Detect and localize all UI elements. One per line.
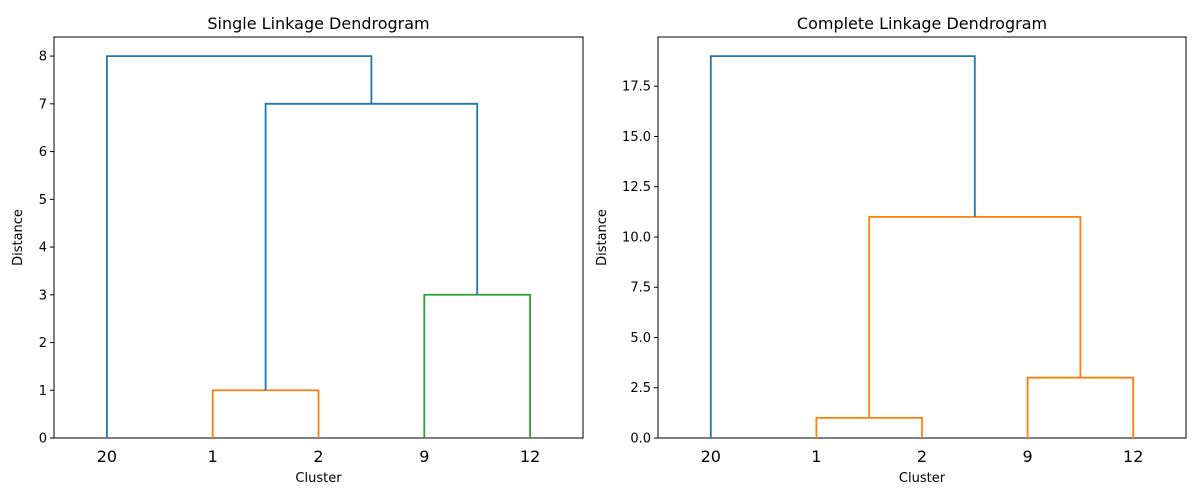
dendrogram-link: [264, 102, 479, 391]
chart-title: Complete Linkage Dendrogram: [797, 14, 1047, 33]
y-axis-label: Distance: [595, 209, 610, 266]
dendrogram-link: [211, 389, 320, 438]
leaf-label: 9: [419, 447, 429, 466]
leaf-label: 12: [1123, 447, 1143, 466]
y-tick-label: 4: [39, 241, 47, 256]
y-tick-label: 1: [39, 384, 47, 399]
plot-frame: [53, 36, 584, 439]
x-axis-label: Cluster: [899, 471, 946, 486]
y-tick-label: 0: [39, 432, 47, 447]
x-axis-label: Cluster: [295, 471, 342, 486]
leaf-label: 20: [701, 447, 721, 466]
chart-title: Single Linkage Dendrogram: [207, 14, 429, 33]
y-tick-label: 8: [39, 50, 47, 65]
leaf-label: 1: [811, 447, 821, 466]
y-tick-label: 7.5: [630, 281, 651, 296]
y-tick-label: 17.5: [622, 80, 651, 95]
y-tick-label: 2.5: [630, 381, 651, 396]
dendrogram-link: [868, 215, 1082, 418]
y-tick-label: 6: [39, 145, 47, 160]
leaf-label: 2: [313, 447, 323, 466]
leaf-label: 12: [520, 447, 540, 466]
y-axis-label: Distance: [11, 209, 26, 266]
dendrogram-link: [423, 293, 531, 438]
y-tick-label: 7: [39, 97, 47, 112]
leaf-label: 9: [1023, 447, 1033, 466]
leaf-label: 20: [97, 447, 117, 466]
y-tick-label: 5: [39, 193, 47, 208]
y-tick-label: 3: [39, 288, 47, 303]
y-tick-label: 0.0: [630, 432, 651, 447]
leaf-label: 1: [208, 447, 218, 466]
y-tick-label: 12.5: [622, 180, 651, 195]
dendrogram-link: [709, 55, 976, 438]
y-tick-label: 10.0: [622, 230, 651, 245]
dendrogram-link: [106, 55, 373, 438]
y-tick-label: 5.0: [630, 331, 651, 346]
y-tick-label: 15.0: [622, 130, 651, 145]
dendrogram-link: [1026, 376, 1135, 438]
dendrogram-link: [815, 417, 923, 438]
y-tick-label: 2: [39, 336, 47, 351]
chart-panel-2: Complete Linkage Dendrogram 0.0 2.5 5.0 7.5 1…: [595, 14, 1187, 486]
leaf-label: 2: [917, 447, 927, 466]
